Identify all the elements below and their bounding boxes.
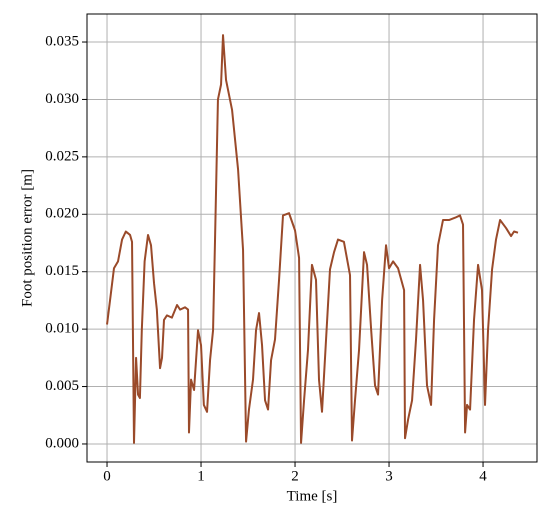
y-tick-label: 0.005: [45, 378, 79, 394]
data-line: [106, 34, 519, 444]
x-tick-label: 1: [197, 468, 205, 484]
y-axis-label: Foot position error [m]: [19, 169, 35, 307]
x-tick-label: 4: [479, 468, 487, 484]
x-tick-label: 0: [103, 468, 111, 484]
y-tick-label: 0.035: [45, 33, 79, 49]
x-tick-label: 2: [291, 468, 299, 484]
x-axis-label: Time [s]: [287, 488, 338, 504]
y-tick-label: 0.000: [45, 435, 79, 451]
y-tick-label: 0.015: [45, 263, 79, 279]
y-tick-label: 0.025: [45, 148, 79, 164]
plot-frame: [86, 13, 538, 463]
y-tick-label: 0.030: [45, 91, 79, 107]
y-tick-label: 0.010: [45, 321, 79, 337]
y-tick-label: 0.020: [45, 206, 79, 222]
x-tick-label: 3: [385, 468, 393, 484]
